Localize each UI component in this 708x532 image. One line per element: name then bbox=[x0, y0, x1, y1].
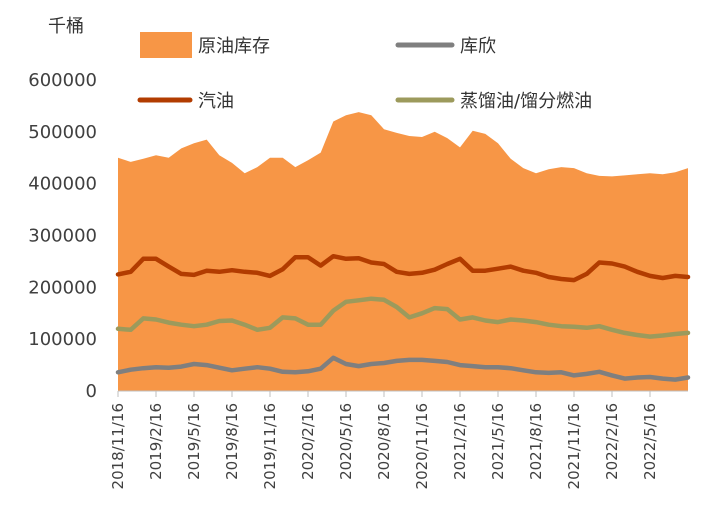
x-tick-label: 2021/11/16 bbox=[565, 403, 583, 489]
x-tick-label: 2021/8/16 bbox=[527, 403, 545, 480]
y-tick-label: 500000 bbox=[28, 122, 97, 143]
legend: 原油库存 库欣 汽油 蒸馏油/馏分燃油 bbox=[137, 32, 592, 112]
x-tick-label: 2020/8/16 bbox=[375, 403, 393, 480]
x-tick-label: 2021/2/16 bbox=[451, 403, 469, 480]
y-tick-label: 300000 bbox=[28, 226, 97, 247]
x-tick-label: 2020/2/16 bbox=[299, 403, 317, 480]
x-tick-label: 2020/11/16 bbox=[413, 403, 431, 489]
legend-label-gasoline: 汽油 bbox=[198, 91, 234, 112]
x-axis: 2018/11/16 2019/2/16 2019/5/16 2019/8/16 201… bbox=[109, 390, 688, 489]
y-unit-label: 千桶 bbox=[48, 16, 84, 37]
y-tick-label: 100000 bbox=[28, 329, 97, 350]
y-tick-label: 400000 bbox=[28, 174, 97, 195]
legend-label-crude: 原油库存 bbox=[198, 36, 270, 57]
x-tick-label: 2022/2/16 bbox=[603, 403, 621, 480]
x-tick-label: 2019/2/16 bbox=[147, 403, 165, 480]
series-line-1 bbox=[115, 355, 691, 382]
x-tick-label: 2021/5/16 bbox=[489, 403, 507, 480]
series-line-3 bbox=[115, 296, 691, 339]
x-tick-label: 2020/5/16 bbox=[337, 403, 355, 480]
series-area-0 bbox=[118, 112, 688, 391]
legend-label-distillate: 蒸馏油/馏分燃油 bbox=[460, 91, 592, 112]
series-line-2 bbox=[115, 253, 691, 283]
y-axis: 0 100000 200000 300000 400000 500000 600000 bbox=[28, 70, 97, 402]
legend-label-cushing: 库欣 bbox=[460, 36, 496, 57]
x-tick-label: 2022/5/16 bbox=[641, 403, 659, 480]
x-tick-label: 2019/5/16 bbox=[185, 403, 203, 480]
y-tick-label: 200000 bbox=[28, 277, 97, 298]
x-tick-label: 2019/11/16 bbox=[261, 403, 279, 489]
plot-area bbox=[115, 112, 691, 391]
legend-swatch-crude bbox=[140, 32, 192, 58]
y-tick-label: 0 bbox=[86, 381, 97, 402]
x-tick-label: 2019/8/16 bbox=[223, 403, 241, 480]
x-tick-label: 2018/11/16 bbox=[109, 403, 127, 489]
y-tick-label: 600000 bbox=[28, 70, 97, 91]
